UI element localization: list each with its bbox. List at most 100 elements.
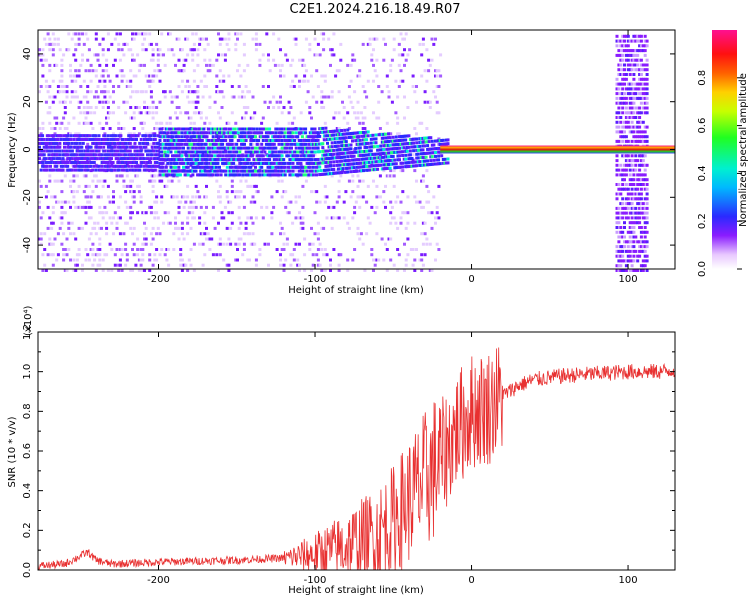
spectrogram-cell: [171, 154, 174, 158]
spectrogram-cell: [136, 211, 140, 215]
spectrogram-cell: [641, 178, 645, 182]
spectrogram-cell: [311, 131, 315, 135]
spectrogram-cell: [427, 69, 431, 73]
spectrogram-cell: [69, 184, 72, 188]
spectrogram-cell: [156, 153, 160, 157]
spectrogram-cell: [382, 37, 386, 41]
spectrogram-cell: [113, 149, 117, 153]
spectrogram-cell: [60, 179, 64, 183]
spectrogram-cell: [129, 85, 133, 88]
spectrogram-cell: [645, 187, 649, 191]
spectrogram-cell: [305, 158, 309, 162]
spectrogram-cell: [144, 74, 148, 78]
spectrogram-cell: [355, 158, 359, 162]
spectrogram-cell: [52, 134, 56, 138]
spectrogram-cell: [234, 258, 238, 262]
spectrogram-cell: [175, 150, 179, 154]
spectrogram-cell: [639, 183, 643, 186]
spectrogram-cell: [402, 146, 406, 150]
spectrogram-cell: [131, 161, 135, 164]
spectrogram-cell: [316, 248, 320, 251]
spectrogram-cell: [221, 146, 225, 150]
spectrogram-cell: [215, 74, 219, 78]
spectrogram-cell: [110, 248, 114, 251]
spectrogram-cell: [151, 100, 155, 104]
spectrogram-cell: [632, 226, 636, 229]
spectrogram-cell: [257, 161, 261, 165]
spectrogram-cell: [408, 157, 412, 161]
spectrogram-cell: [249, 242, 253, 246]
spectrogram-cell: [420, 179, 424, 183]
spectrogram-cell: [87, 200, 91, 204]
spectrogram-cell: [47, 134, 51, 138]
spectrogram-cell: [227, 37, 231, 41]
spectrogram-cell: [69, 232, 72, 236]
spectrogram-cell: [308, 242, 312, 246]
spectrogram-cell: [368, 160, 372, 164]
spectrogram-cell: [63, 149, 66, 153]
spectrogram-cell: [365, 149, 369, 153]
spectrogram-cell: [94, 134, 98, 138]
spectrogram-cell: [137, 190, 141, 194]
spectrogram-cell: [638, 173, 642, 177]
spectrogram-cell: [355, 165, 359, 169]
spectrogram-cell: [641, 264, 645, 268]
spectrogram-cell: [626, 39, 630, 43]
spectrogram-cell: [144, 168, 148, 172]
spectrogram-cell: [136, 149, 140, 153]
spectrogram-cell: [191, 211, 195, 215]
spectrogram-cell: [56, 200, 60, 204]
spectrogram-cell: [315, 165, 318, 169]
spectrogram-cell: [289, 263, 293, 267]
spectrogram-cell: [191, 216, 195, 220]
spectrogram-cell: [327, 157, 331, 160]
spectrogram-cell: [632, 245, 636, 249]
spectrogram-cell: [365, 130, 369, 134]
spectrogram-cell: [215, 253, 219, 257]
spectrogram-cell: [277, 63, 281, 67]
spectrogram-cell: [630, 187, 634, 191]
spectrogram-cell: [641, 159, 645, 163]
spectrogram-cell: [638, 44, 642, 48]
spectrogram-cell: [122, 53, 126, 57]
spectrogram-cell: [136, 53, 140, 57]
spectrogram-cell: [124, 42, 128, 46]
spectrogram-cell: [86, 142, 90, 146]
spectrogram-cell: [86, 58, 90, 62]
spectrogram-cell: [70, 190, 74, 194]
spectrogram-cell: [182, 165, 185, 169]
spectrogram-cell: [184, 200, 188, 204]
spectrogram-cell: [645, 58, 649, 62]
spectrogram-cell: [385, 174, 389, 178]
spectrogram-cell: [130, 153, 134, 157]
spectrogram-cell: [39, 184, 43, 188]
spectrogram-cell: [291, 169, 295, 173]
spectrogram-cell: [233, 158, 237, 162]
spectrogram-cell: [623, 245, 626, 249]
spectrogram-cell: [405, 161, 409, 165]
spectrogram-cell: [58, 226, 62, 230]
spectrogram-cell: [311, 150, 315, 154]
spectrogram-cell: [205, 184, 208, 188]
spectrogram-cell: [382, 200, 386, 204]
spectrogram-cell: [120, 48, 124, 52]
spectrogram-cell: [623, 49, 626, 53]
spectrogram-cell: [363, 127, 367, 130]
spectrogram-cell: [42, 138, 46, 141]
spectrogram-cell: [65, 95, 69, 99]
spectrogram-cell: [38, 161, 41, 164]
spectrogram-cell: [311, 169, 315, 173]
spectrogram-cell: [351, 179, 355, 183]
spectrogram-cell: [351, 154, 354, 158]
spectrogram-cell: [311, 95, 315, 99]
spectrogram-cell: [188, 139, 192, 142]
spectrogram-cell: [180, 221, 184, 225]
spectrogram-cell: [636, 254, 640, 258]
spectrogram-cell: [203, 142, 207, 146]
spectrogram-cell: [346, 162, 350, 166]
spectrogram-cell: [255, 142, 259, 146]
spectrogram-cell: [134, 32, 138, 36]
spectrogram-cell: [407, 145, 411, 149]
spectrogram-cell: [298, 263, 301, 267]
